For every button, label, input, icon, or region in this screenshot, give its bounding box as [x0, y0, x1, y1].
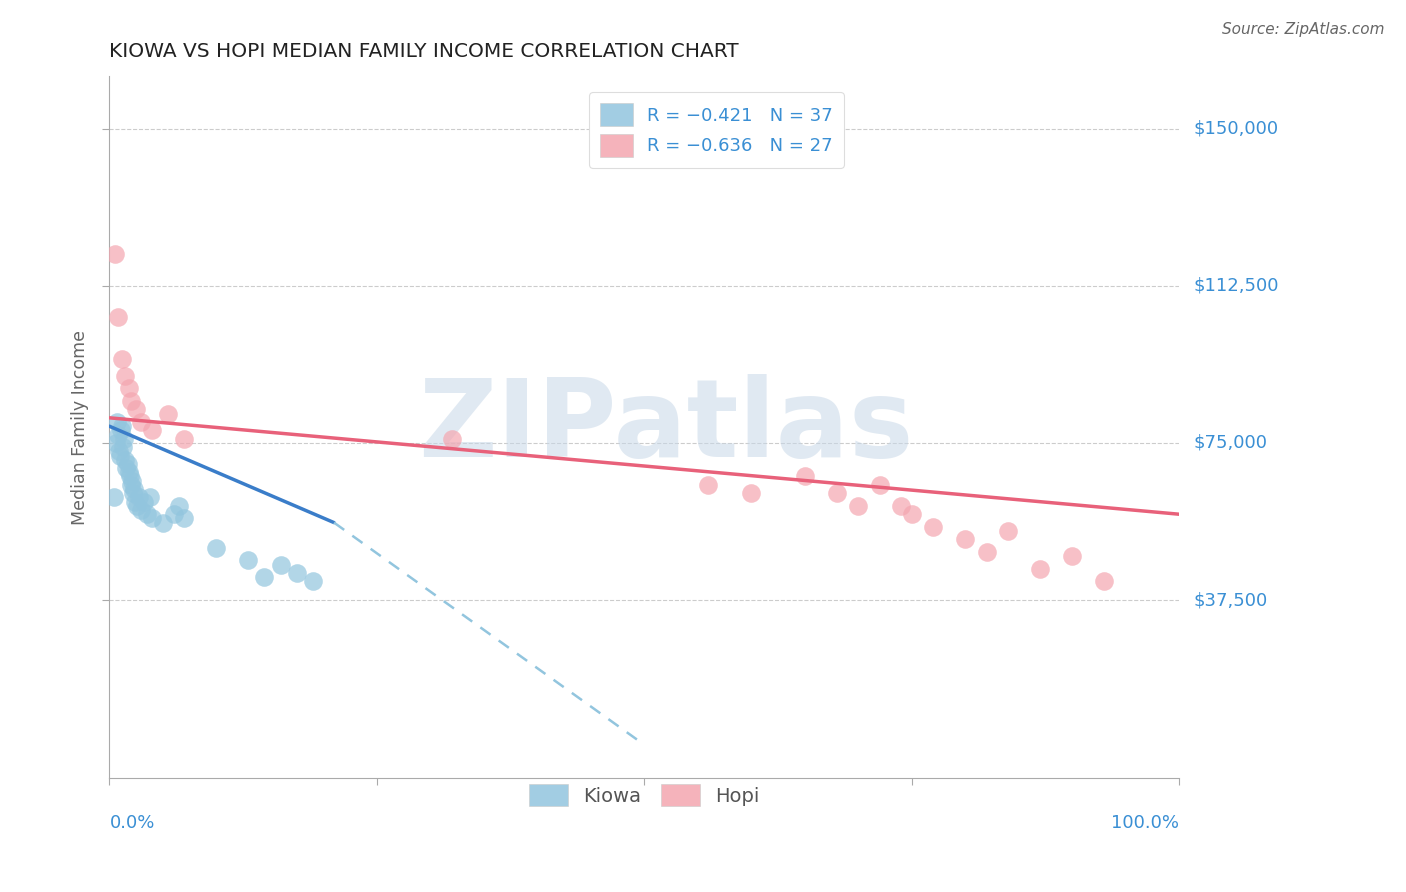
Point — [107, 310, 129, 325]
Point — [141, 511, 163, 525]
Point — [173, 432, 195, 446]
Point — [1062, 549, 1084, 563]
Point — [869, 478, 891, 492]
Point — [890, 499, 912, 513]
Point — [120, 394, 142, 409]
Point — [112, 432, 135, 446]
Point — [167, 499, 190, 513]
Point — [846, 499, 869, 513]
Point — [139, 491, 162, 505]
Point — [110, 424, 132, 438]
Point — [122, 486, 145, 500]
Point — [103, 491, 125, 505]
Point — [107, 427, 129, 442]
Text: $150,000: $150,000 — [1194, 120, 1278, 137]
Point — [1029, 562, 1052, 576]
Point — [157, 407, 180, 421]
Legend: Kiowa, Hopi: Kiowa, Hopi — [522, 776, 768, 814]
Point — [131, 503, 153, 517]
Y-axis label: Median Family Income: Median Family Income — [72, 330, 89, 524]
Point — [127, 499, 149, 513]
Point — [131, 415, 153, 429]
Text: ZIPatlas: ZIPatlas — [418, 375, 914, 480]
Point — [922, 520, 945, 534]
Point — [114, 452, 136, 467]
Point — [976, 545, 998, 559]
Point — [122, 482, 145, 496]
Point — [825, 486, 848, 500]
Point — [997, 524, 1019, 538]
Point — [105, 415, 128, 429]
Point — [117, 465, 139, 479]
Point — [132, 494, 155, 508]
Point — [111, 419, 134, 434]
Point — [108, 449, 131, 463]
Text: 100.0%: 100.0% — [1111, 814, 1180, 832]
Point — [112, 440, 135, 454]
Point — [118, 469, 141, 483]
Point — [114, 368, 136, 383]
Point — [111, 352, 134, 367]
Point — [117, 382, 139, 396]
Point — [125, 402, 148, 417]
Point — [128, 491, 150, 505]
Point — [793, 469, 815, 483]
Point — [117, 457, 139, 471]
Point — [121, 474, 143, 488]
Point — [108, 444, 131, 458]
Point — [440, 432, 463, 446]
Point — [953, 533, 976, 547]
Text: $75,000: $75,000 — [1194, 434, 1267, 452]
Point — [270, 558, 292, 572]
Point — [152, 516, 174, 530]
Point — [205, 541, 228, 555]
Text: KIOWA VS HOPI MEDIAN FAMILY INCOME CORRELATION CHART: KIOWA VS HOPI MEDIAN FAMILY INCOME CORRE… — [110, 42, 740, 61]
Point — [141, 424, 163, 438]
Point — [120, 478, 142, 492]
Point — [104, 436, 127, 450]
Point — [104, 247, 127, 261]
Point — [115, 461, 138, 475]
Point — [135, 507, 157, 521]
Point — [285, 566, 308, 580]
Point — [173, 511, 195, 525]
Text: Source: ZipAtlas.com: Source: ZipAtlas.com — [1222, 22, 1385, 37]
Point — [1092, 574, 1115, 589]
Point — [900, 507, 922, 521]
Point — [697, 478, 720, 492]
Text: $37,500: $37,500 — [1194, 591, 1267, 609]
Point — [238, 553, 260, 567]
Point — [162, 507, 184, 521]
Text: 0.0%: 0.0% — [110, 814, 155, 832]
Point — [740, 486, 762, 500]
Text: $112,500: $112,500 — [1194, 277, 1278, 294]
Point — [301, 574, 323, 589]
Point — [253, 570, 276, 584]
Point — [124, 494, 146, 508]
